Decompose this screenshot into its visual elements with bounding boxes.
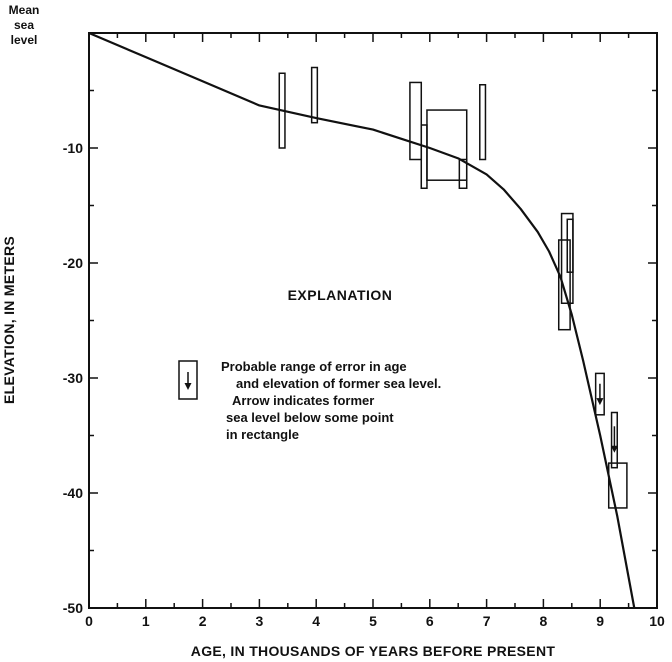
y-tick-label: -30 <box>63 370 83 386</box>
legend-line-4: sea level below some point <box>226 410 394 425</box>
legend: EXPLANATION Probable range of error in a… <box>178 287 441 442</box>
error-box <box>557 239 571 331</box>
legend-swatch-arrow-head <box>184 383 192 390</box>
mean-sea-level-label-line-1: Mean <box>9 3 40 17</box>
error-box <box>594 372 605 416</box>
x-tick-label: 4 <box>312 613 320 629</box>
plot-frame <box>88 32 658 609</box>
error-box <box>310 66 319 124</box>
y-axis-title: ELEVATION, IN METERS <box>1 236 17 404</box>
legend-line-1: Probable range of error in age <box>221 359 407 374</box>
ticks-layer: 0 1 2 3 4 5 6 7 8 9 10 -10 -20 -30 -40 -50 <box>63 32 665 629</box>
error-box <box>607 462 628 509</box>
error-box-arrow-head <box>596 398 604 406</box>
x-tick-label: 10 <box>649 613 665 629</box>
mean-sea-level-label-line-2: sea <box>14 18 34 32</box>
x-tick-label: 9 <box>596 613 604 629</box>
error-box <box>610 411 618 469</box>
x-axis-title: AGE, IN THOUSANDS OF YEARS BEFORE PRESEN… <box>191 643 556 659</box>
y-tick-label: -50 <box>63 600 83 616</box>
x-tick-label: 8 <box>540 613 548 629</box>
y-tick-label: -40 <box>63 485 83 501</box>
x-tick-label: 3 <box>256 613 264 629</box>
error-box-arrow-head <box>610 445 618 453</box>
error-box <box>458 158 468 189</box>
x-tick-label: 6 <box>426 613 434 629</box>
mean-sea-level-label-line-3: level <box>11 33 38 47</box>
legend-title: EXPLANATION <box>288 287 393 303</box>
x-tick-label: 2 <box>199 613 207 629</box>
y-tick-label: -20 <box>63 255 83 271</box>
error-box <box>479 84 487 161</box>
legend-line-3: Arrow indicates former <box>232 393 374 408</box>
error-box <box>409 81 423 161</box>
legend-line-5: in rectangle <box>226 427 299 442</box>
legend-line-2: and elevation of former sea level. <box>236 376 441 391</box>
error-box <box>426 109 468 181</box>
sea-level-curve <box>88 31 636 609</box>
x-tick-label: 1 <box>142 613 150 629</box>
x-tick-label: 5 <box>369 613 377 629</box>
x-tick-label: 7 <box>483 613 491 629</box>
legend-swatch-box <box>178 360 198 400</box>
curve-layer <box>88 31 636 609</box>
x-tick-label: 0 <box>85 613 93 629</box>
error-box <box>420 124 428 189</box>
error-box <box>566 218 574 273</box>
y-tick-label: -10 <box>63 140 83 156</box>
